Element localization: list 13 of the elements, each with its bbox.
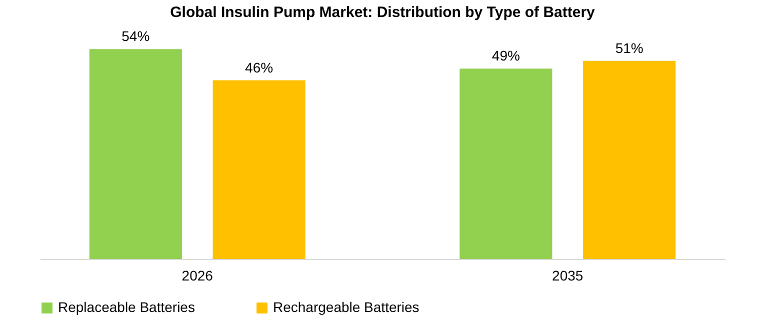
x-tick-label: 2035: [552, 268, 584, 284]
bar: [212, 80, 306, 259]
bar: [460, 68, 552, 259]
data-label: 51%: [615, 40, 644, 56]
x-tick-label: 2026: [182, 268, 214, 284]
bar: [583, 60, 676, 259]
bar: [89, 49, 182, 259]
data-label: 46%: [245, 59, 274, 76]
chart-title: Global Insulin Pump Market: Distribution by Type of Battery: [170, 4, 596, 21]
legend-label: Rechargeable Batteries: [273, 299, 420, 315]
data-label: 54%: [122, 28, 150, 44]
legend-label: Replaceable Batteries: [58, 299, 195, 315]
data-label: 49%: [492, 48, 520, 64]
